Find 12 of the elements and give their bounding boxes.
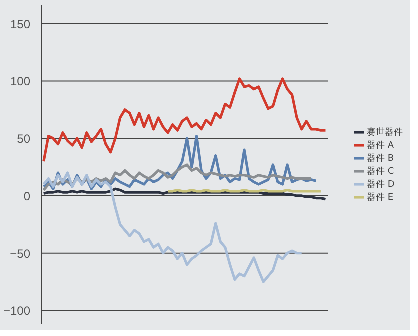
- y-tick-label: −100: [3, 304, 31, 318]
- y-tick-label: −50: [10, 246, 31, 261]
- y-tick-label: 50: [17, 132, 31, 146]
- legend-label: 器件 A: [367, 140, 394, 152]
- y-tick-label: 150: [10, 17, 31, 32]
- legend-label: 器件 D: [367, 178, 395, 190]
- y-tick-label: 100: [10, 74, 31, 89]
- y-tick-label: 0: [24, 189, 31, 204]
- legend-label: 器件 C: [367, 166, 394, 178]
- legend-label: 赛世器件: [367, 126, 403, 138]
- legend-label: 器件 B: [367, 152, 394, 164]
- legend-label: 器件 E: [367, 192, 394, 204]
